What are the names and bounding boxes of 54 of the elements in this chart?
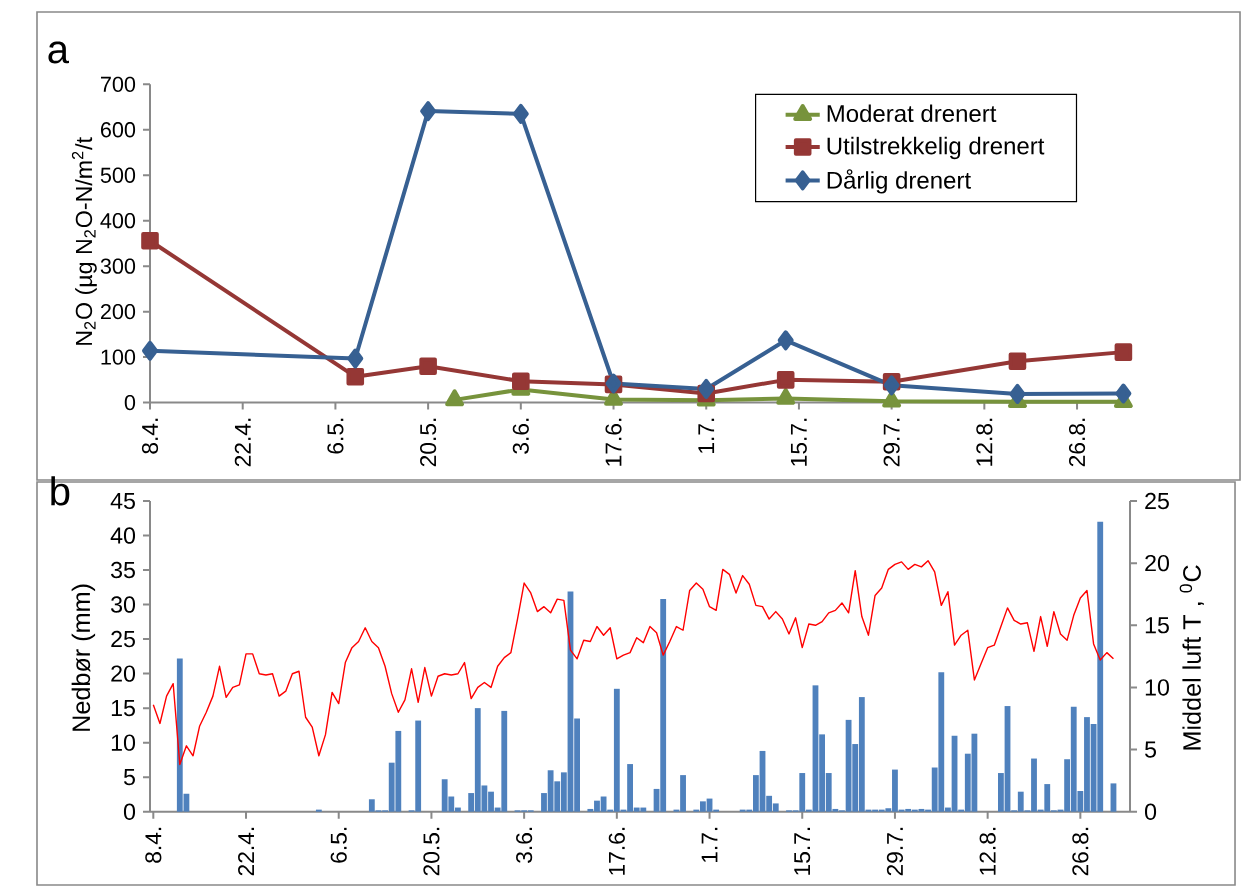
x-tick-label: 20.5.: [420, 418, 437, 467]
y-tick-label: 100: [101, 349, 136, 365]
x-tick-label: 22.4.: [238, 827, 254, 876]
x-tick-label: 1.7.: [698, 418, 715, 453]
x-tick-label: 26.8.: [1068, 418, 1086, 467]
y-tick-label: 500: [100, 167, 136, 183]
x-tick-label: 6.5.: [330, 827, 347, 863]
y2-tick-label: 10: [1145, 679, 1169, 696]
y-tick-label: 20: [111, 665, 136, 682]
x-tick-label: 8.4.: [145, 827, 162, 863]
y-tick-label: 40: [110, 527, 136, 544]
x-tick-label: 6.5.: [327, 418, 344, 454]
x-tick-label: 29.7.: [883, 418, 900, 467]
y-tick-label: 0: [123, 803, 136, 820]
y2-tick-label: 20: [1145, 554, 1169, 572]
y2-axis-title: Middel luft T , $^{0}$C: [1179, 565, 1204, 750]
y-tick-label: 600: [100, 122, 136, 138]
x-tick-label: 22.4.: [234, 418, 251, 467]
y-tick-label: 35: [111, 561, 135, 579]
x-tick-label: 8.4.: [141, 418, 159, 454]
y2-tick-label: 25: [1145, 492, 1169, 510]
x-tick-label: 17.6.: [605, 418, 622, 466]
legend-label: Dårlig drenert: [827, 169, 971, 194]
x-tick-label: 3.6.: [516, 827, 533, 863]
x-tick-label: 1.7.: [701, 827, 718, 863]
x-tick-label: 29.7.: [886, 827, 904, 876]
y-tick-label: 300: [100, 258, 136, 274]
y-tick-label: 25: [111, 630, 135, 648]
y-tick-label: 45: [110, 492, 135, 510]
y-tick-label: 30: [111, 596, 136, 613]
chart-title: a: [48, 41, 69, 64]
y-tick-label: 400: [100, 213, 136, 229]
y-tick-label: 0: [124, 394, 136, 411]
x-tick-label: 26.8.: [1072, 827, 1089, 876]
legend-label: Moderat drenert: [827, 104, 997, 123]
y-axis-title: Nedbør (mm): [71, 584, 96, 731]
x-tick-label: 12.8.: [979, 827, 996, 875]
x-tick-label: 15.7.: [794, 827, 811, 875]
chart-title: b: [51, 476, 70, 506]
y2-tick-label: 15: [1145, 617, 1169, 634]
y2-tick-label: 0: [1144, 803, 1157, 820]
y-tick-label: 700: [100, 76, 136, 92]
y-axis-title: N$_{2}$O (µg N$_{2}$O-N/m$^{2}$/t: [71, 137, 97, 345]
x-tick-label: 20.5.: [423, 827, 440, 876]
x-tick-label: 12.8.: [976, 418, 993, 466]
y-tick-label: 15: [111, 700, 135, 717]
x-tick-label: 15.7.: [790, 418, 807, 466]
y-tick-label: 10: [111, 734, 136, 751]
y-tick-label: 5: [123, 769, 135, 786]
x-tick-label: 3.6.: [512, 418, 529, 454]
y2-tick-label: 5: [1145, 741, 1156, 758]
legend-label: Utilstrekkelig drenert: [827, 136, 1045, 160]
x-tick-label: 17.6.: [608, 827, 625, 875]
y-tick-label: 200: [100, 304, 136, 320]
